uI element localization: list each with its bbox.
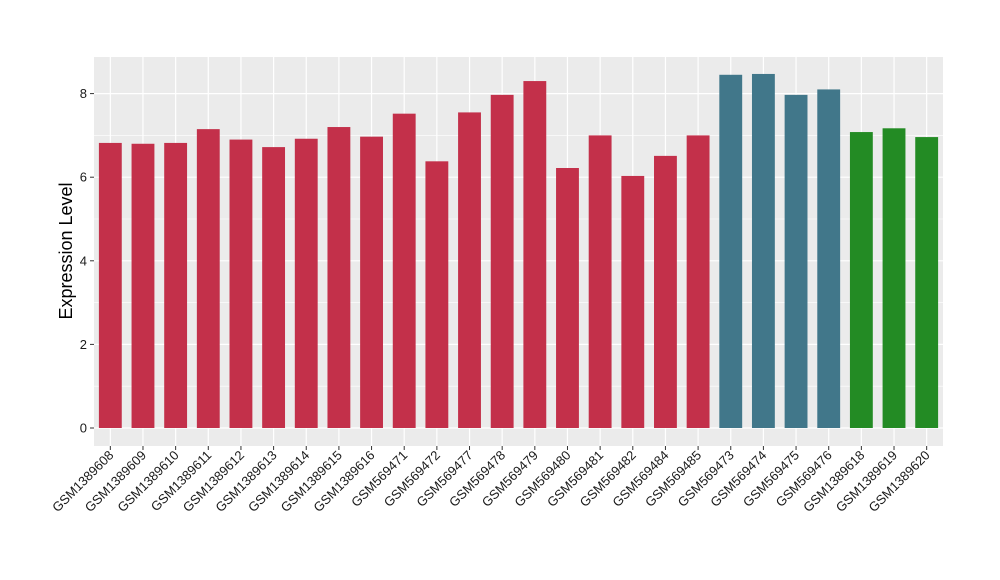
bar-gsm569484 — [654, 155, 677, 428]
bar-gsm569478 — [490, 94, 514, 428]
bar-gsm569485 — [686, 135, 710, 428]
bar-gsm569472 — [425, 161, 449, 429]
bar-gsm569476 — [817, 89, 841, 429]
bar-gsm569482 — [621, 175, 645, 428]
bar-gsm1389615 — [327, 127, 351, 428]
bar-gsm569475 — [784, 94, 808, 428]
x-axis: GSM1389608GSM1389609GSM1389610GSM1389611… — [49, 446, 933, 515]
bar-gsm1389608 — [98, 142, 122, 428]
y-tick-label: 4 — [80, 253, 87, 268]
bar-gsm1389616 — [360, 136, 383, 429]
bar-gsm1389614 — [294, 138, 318, 428]
bar-gsm1389613 — [262, 147, 286, 428]
y-axis-title: Expression Level — [56, 182, 76, 319]
y-axis: 0 2 4 6 8 — [80, 86, 94, 436]
y-tick-label: 8 — [80, 86, 87, 101]
y-tick-label: 0 — [80, 421, 87, 436]
bar-gsm1389620 — [915, 137, 939, 428]
bar-gsm1389618 — [849, 132, 873, 428]
plot-panel — [94, 57, 943, 446]
bar-gsm1389619 — [882, 128, 906, 428]
bar-gsm569481 — [588, 135, 612, 428]
bar-gsm1389612 — [229, 139, 253, 428]
bar-gsm569479 — [523, 81, 547, 428]
bar-gsm569480 — [556, 168, 579, 428]
y-tick-label: 6 — [80, 170, 87, 185]
y-tick-label: 2 — [80, 337, 87, 352]
bar-gsm569473 — [719, 74, 743, 428]
bars-layer — [98, 73, 939, 429]
bar-gsm569471 — [392, 113, 416, 428]
bar-gsm1389609 — [131, 143, 155, 428]
bar-gsm1389611 — [196, 129, 220, 428]
bar-gsm1389610 — [164, 142, 188, 428]
bar-gsm569474 — [751, 73, 775, 428]
bar-gsm569477 — [458, 112, 481, 428]
